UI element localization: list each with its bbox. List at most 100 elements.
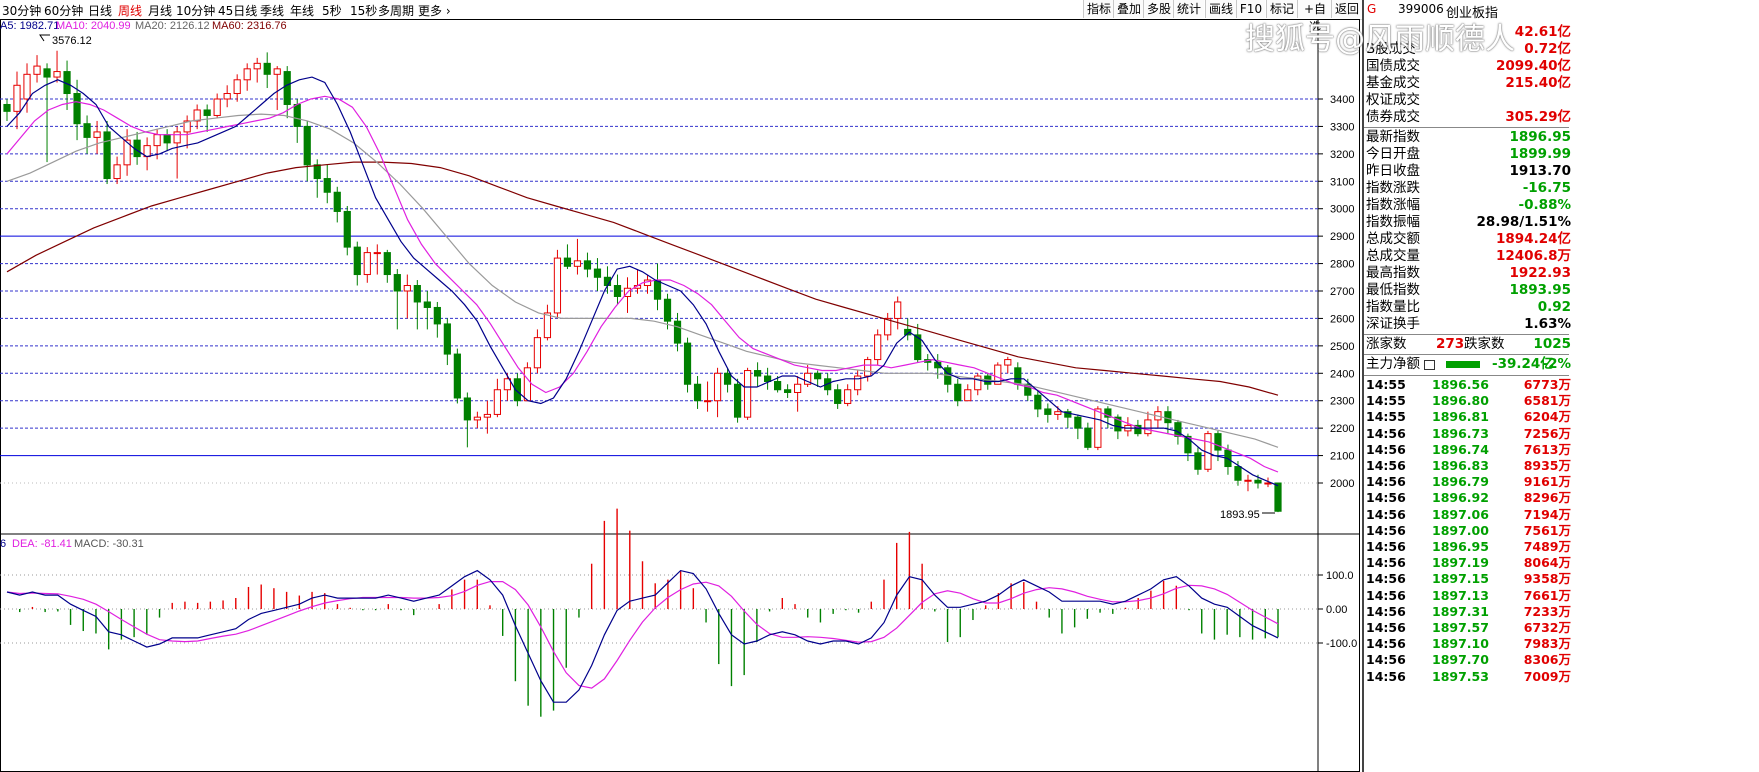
period-tab-9[interactable]: 5秒 <box>322 4 342 18</box>
stat-row-value: 0.92 <box>1537 299 1571 315</box>
ma60-line <box>6 161 1279 396</box>
tick-price: 1897.15 <box>1432 571 1489 587</box>
tick-time: 14:56 <box>1366 620 1406 635</box>
candle-body <box>223 93 231 100</box>
candle-body <box>1164 411 1172 424</box>
candle-body <box>73 93 81 125</box>
period-tab-7[interactable]: 季线 <box>260 4 285 18</box>
tick-time: 14:55 <box>1366 393 1406 409</box>
candle-body <box>894 301 902 319</box>
tick-vol: 7489万 <box>1523 539 1571 554</box>
price-tick-label: 2900 <box>1330 231 1354 243</box>
tick-vol: 7561万 <box>1523 522 1571 538</box>
candle-body <box>743 370 752 418</box>
candle-body <box>804 372 812 385</box>
candle-body <box>814 372 822 380</box>
period-tab-3[interactable]: 周线 <box>118 4 143 18</box>
tick-vol: 8064万 <box>1523 555 1571 571</box>
toolbar-button-5[interactable]: F10 <box>1236 0 1265 18</box>
tick-price: 1897.00 <box>1432 522 1489 538</box>
candle-body <box>423 301 431 308</box>
tick-row: 14:56 1897.70 8306万 <box>1366 652 1571 668</box>
chart-frame <box>0 19 1360 772</box>
period-tab-5[interactable]: 10分钟 <box>176 4 216 18</box>
candle-body <box>233 79 241 95</box>
candle-body <box>613 285 622 297</box>
candle-body <box>1254 479 1262 484</box>
ma60-legend: MA60: 2316.76 <box>212 20 287 32</box>
tick-price: 1897.57 <box>1432 620 1489 635</box>
period-tab-2[interactable]: 日线 <box>88 4 113 18</box>
period-tab-8[interactable]: 年线 <box>290 4 315 18</box>
candle-body <box>373 252 381 255</box>
tick-vol: 7983万 <box>1523 636 1571 652</box>
stat-row: 指数振幅 28.98/1.51% <box>1366 214 1571 231</box>
candle-body <box>1174 422 1182 437</box>
price-tick-label: 2100 <box>1330 451 1354 463</box>
tick-price: 1896.95 <box>1432 539 1489 554</box>
toolbar-button-2[interactable]: 多股 <box>1143 0 1174 18</box>
tick-row: 14:56 1897.57 6732万 <box>1366 620 1571 636</box>
stat-row: 总成交额 1894.24亿 <box>1366 231 1571 248</box>
tick-row: 14:56 1896.73 7256万 <box>1366 426 1571 442</box>
low-annotation: 1893.95 <box>1220 509 1260 521</box>
candle-body <box>483 413 491 418</box>
turnover-row-value: 2099.40亿 <box>1496 58 1571 74</box>
candle-body <box>1074 416 1082 429</box>
stat-row-value: 1913.70 <box>1509 163 1572 179</box>
candle-body <box>533 337 542 369</box>
macd-legend: MACD: -30.31 <box>74 538 144 550</box>
toolbar-button-1[interactable]: 叠加 <box>1113 0 1144 18</box>
price-tick-label: 2400 <box>1330 368 1354 380</box>
dea-line <box>6 580 1279 689</box>
candle-body <box>1044 408 1052 415</box>
period-tab-6[interactable]: 45日线 <box>218 4 258 18</box>
period-tab-12[interactable]: 更多 › <box>418 4 451 18</box>
period-tab-1[interactable]: 60分钟 <box>44 4 84 18</box>
turnover-row-label: 国债成交 <box>1366 58 1420 74</box>
stat-row: 最高指数 1922.93 <box>1366 265 1571 282</box>
toolbar-button-8[interactable]: 返回 <box>1331 0 1362 18</box>
toolbar-button-6[interactable]: 标记 <box>1266 0 1297 18</box>
turnover-row-label: 权证成交 <box>1366 92 1420 108</box>
capital-flow-value: -39.24亿 <box>1492 356 1554 372</box>
candle-body <box>1094 408 1102 448</box>
period-tab-4[interactable]: 月线 <box>148 4 173 18</box>
turnover-row-label: 债券成交 <box>1366 109 1420 125</box>
stat-row-label: 最高指数 <box>1366 265 1420 281</box>
dea-legend: DEA: -81.41 <box>12 538 72 550</box>
price-tick-label: 3100 <box>1330 176 1354 188</box>
candle-body <box>523 367 532 402</box>
period-tab-0[interactable]: 30分钟 <box>2 4 42 18</box>
tick-vol: 7194万 <box>1523 506 1571 522</box>
stat-row-value: -0.88% <box>1518 197 1571 213</box>
candle-body <box>43 68 51 78</box>
toolbar-button-0[interactable]: 指标 <box>1083 0 1114 18</box>
list-icon[interactable] <box>1424 360 1435 370</box>
candle-body <box>283 71 291 105</box>
candle-body <box>453 353 461 399</box>
tick-row: 14:56 1897.19 8064万 <box>1366 555 1571 571</box>
stat-row-label: 总成交额 <box>1366 231 1420 247</box>
tick-time: 14:56 <box>1366 474 1406 490</box>
candle-body <box>864 359 872 377</box>
toolbar-button-4[interactable]: 画线 <box>1205 0 1236 18</box>
candle-body <box>1194 452 1202 470</box>
turnover-row-label: 基金成交 <box>1366 75 1420 91</box>
candle-body <box>573 260 582 267</box>
tick-price: 1896.81 <box>1432 409 1489 425</box>
candle-body <box>33 65 41 75</box>
stat-row-label: 最低指数 <box>1366 282 1420 298</box>
stat-row-label: 指数涨跌 <box>1366 180 1420 196</box>
period-tab-10[interactable]: 15秒 <box>350 4 378 18</box>
candle-body <box>343 210 351 248</box>
toolbar-button-3[interactable]: 统计 <box>1173 0 1204 18</box>
up-count-label: 涨家数 <box>1366 336 1407 352</box>
candle-body <box>323 178 331 193</box>
candle-body <box>183 120 191 133</box>
turnover-row-value: 0.72亿 <box>1524 41 1571 57</box>
period-tab-11[interactable]: 多周期 <box>378 4 415 18</box>
stat-row-label: 昨日收盘 <box>1366 163 1420 179</box>
candle-body <box>854 375 862 391</box>
tick-time: 14:56 <box>1366 652 1406 668</box>
